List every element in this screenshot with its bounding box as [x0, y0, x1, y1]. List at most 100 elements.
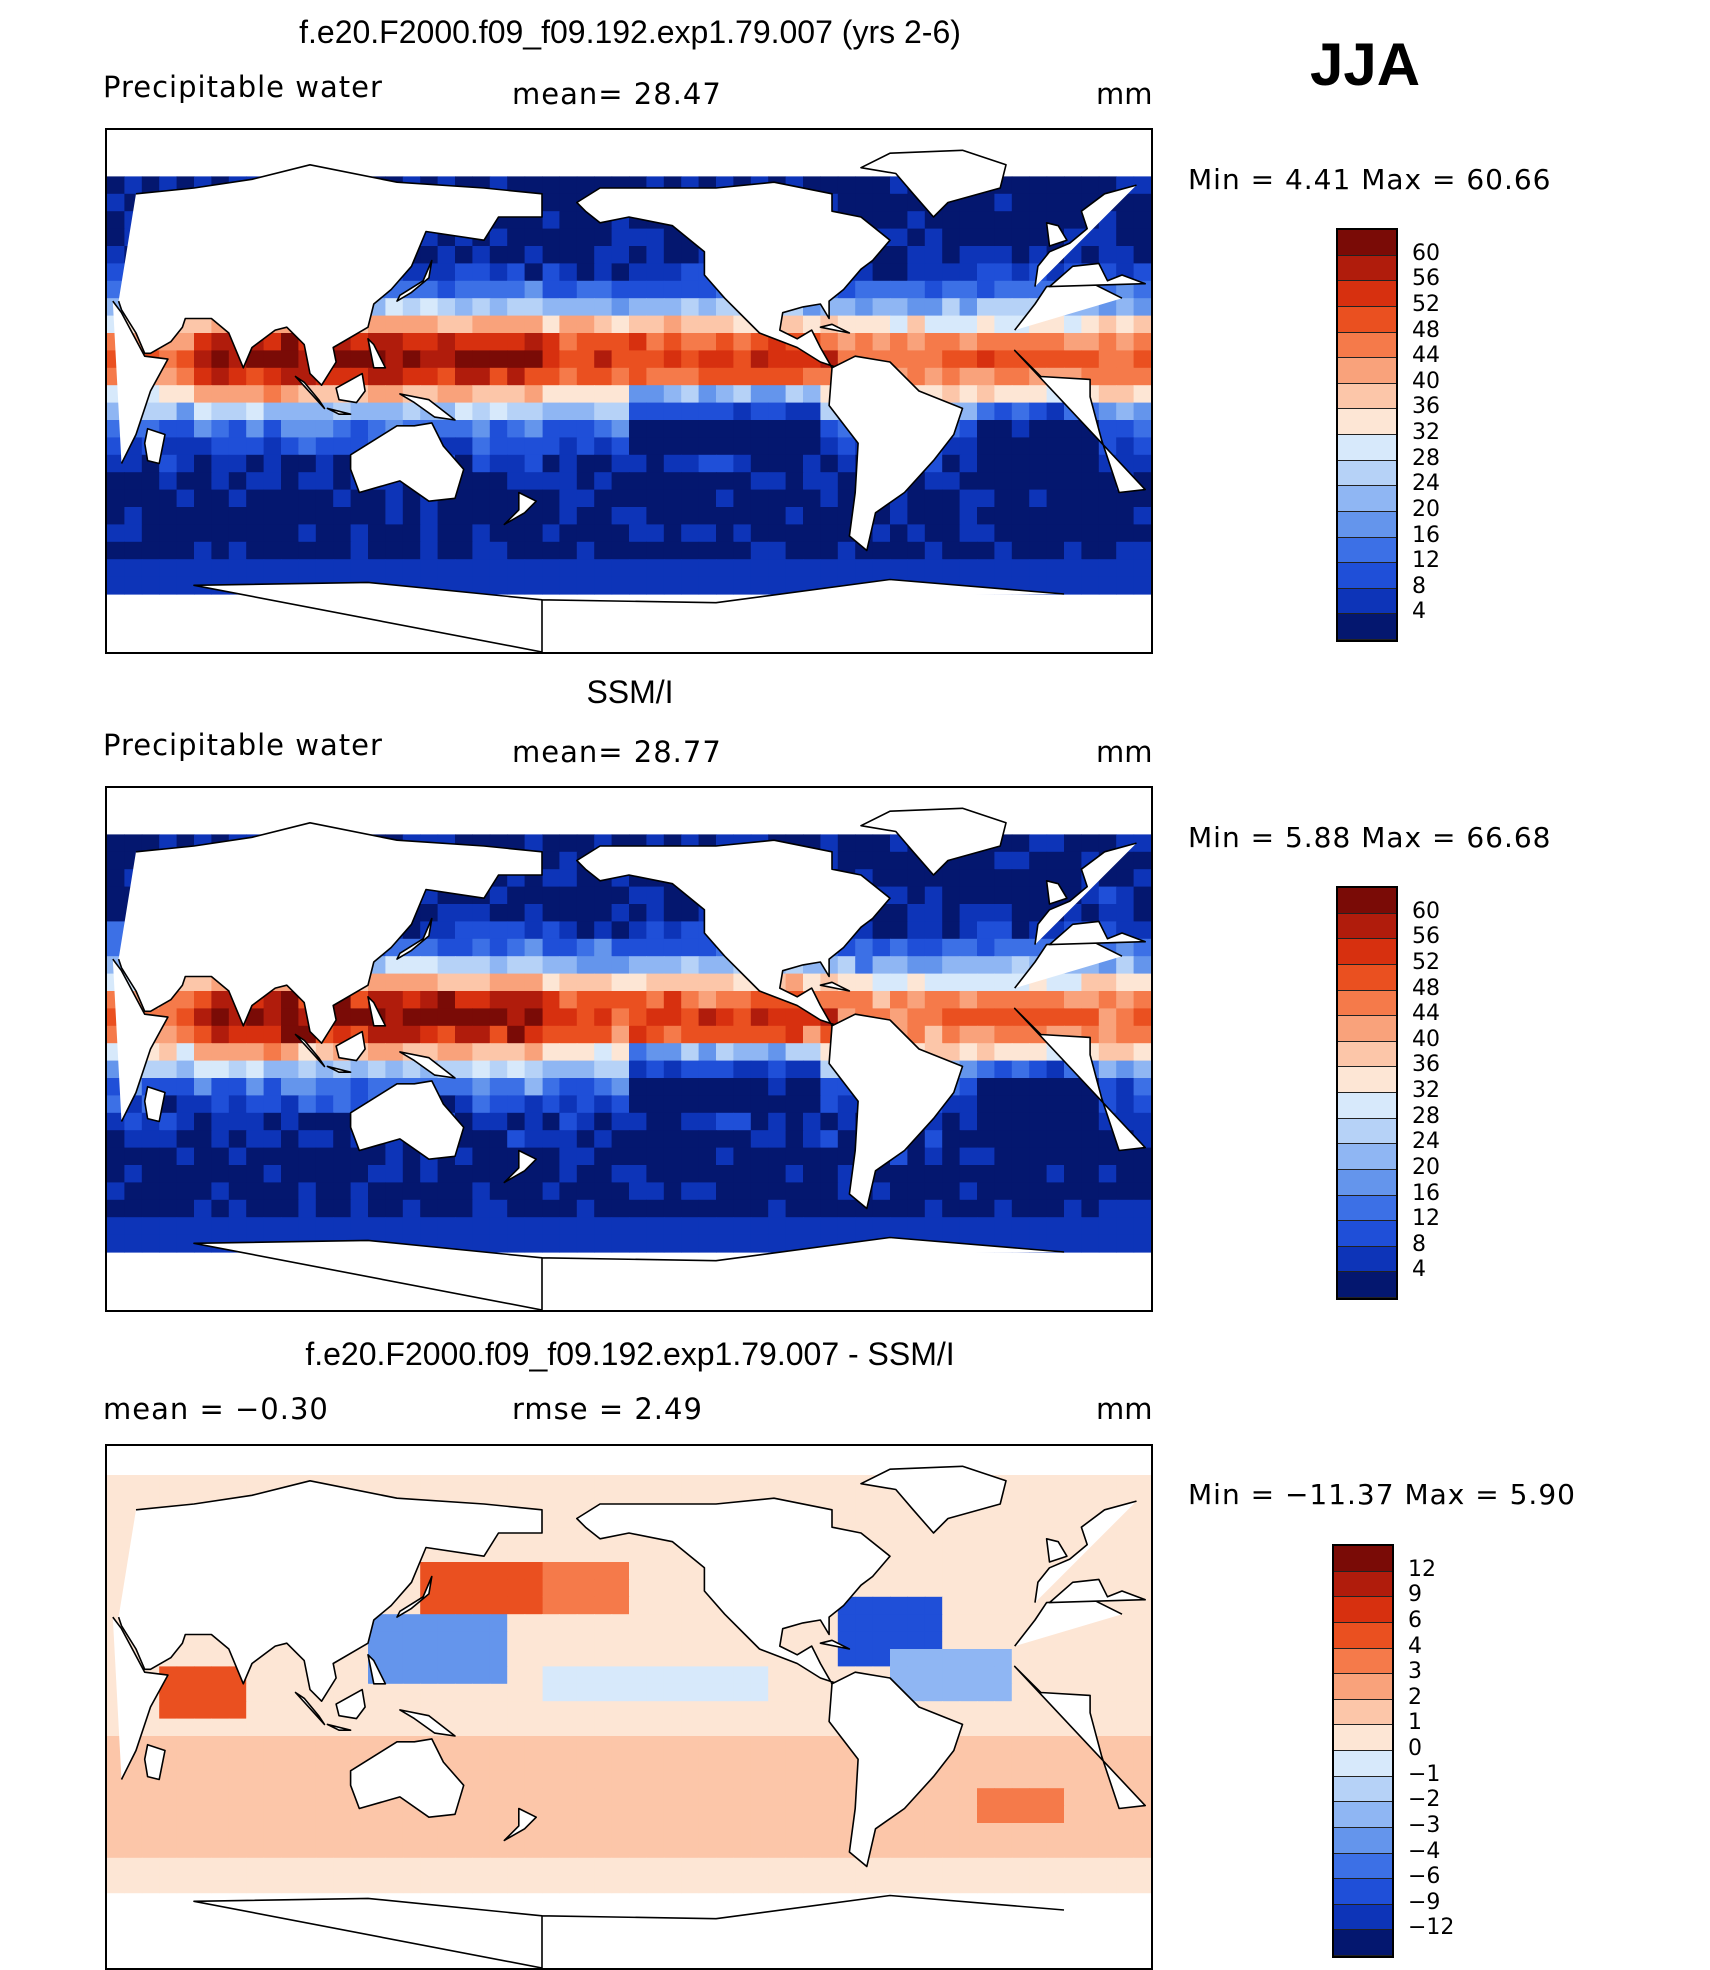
field-cell — [524, 280, 543, 299]
field-cell — [228, 1701, 247, 1720]
field-cell — [594, 1788, 613, 1807]
field-cell — [489, 472, 508, 491]
field-cell — [385, 1043, 404, 1062]
field-cell — [141, 1060, 160, 1079]
field-cell — [107, 524, 125, 543]
field-cell — [176, 507, 195, 525]
field-cell — [1064, 1112, 1082, 1131]
field-cell — [176, 1840, 195, 1859]
field-cell — [646, 1596, 665, 1615]
colorbar-tick-label: 3 — [1408, 1659, 1422, 1685]
field-cell — [994, 507, 1013, 525]
field-cell — [594, 1770, 613, 1789]
field-cell — [629, 1805, 647, 1824]
field-cell — [542, 1562, 560, 1580]
field-cell — [542, 1614, 560, 1633]
field-cell — [977, 489, 995, 508]
field-cell — [107, 1805, 125, 1824]
field-cell — [959, 559, 978, 578]
field-cell — [524, 956, 543, 975]
field-cell — [107, 541, 125, 560]
field-cell — [524, 402, 543, 421]
field-cell — [437, 1649, 456, 1667]
field-cell — [524, 298, 543, 317]
field-cell — [176, 1805, 195, 1824]
field-cell — [1064, 1649, 1082, 1667]
field-cell — [750, 1683, 769, 1702]
field-cell — [820, 1753, 839, 1772]
field-cell — [1046, 1736, 1065, 1754]
field-cell — [1011, 1165, 1030, 1183]
field-cell — [350, 1666, 369, 1685]
field-cell — [1098, 176, 1117, 195]
field-cell — [211, 1683, 230, 1702]
field-cell — [994, 1666, 1013, 1685]
field-cell — [333, 1112, 352, 1131]
field-cell — [924, 904, 943, 922]
field-cell — [455, 1718, 473, 1737]
field-cell — [576, 228, 595, 247]
field-cell — [159, 1823, 178, 1841]
field-cell — [1064, 211, 1082, 230]
field-cell — [194, 437, 212, 456]
field-cell — [211, 1736, 230, 1754]
field-cell — [507, 1112, 526, 1131]
field-cell — [907, 1666, 926, 1685]
field-cell — [263, 385, 282, 404]
field-cell — [176, 1701, 195, 1720]
colorbar-swatch — [1338, 537, 1396, 564]
field-cell — [1046, 1666, 1065, 1685]
continent-outline — [143, 1085, 166, 1123]
field-cell — [542, 246, 560, 264]
field-cell — [176, 576, 195, 595]
field-cell — [559, 298, 578, 317]
field-cell — [1098, 1857, 1117, 1876]
field-cell — [489, 1683, 508, 1702]
field-cell — [281, 1008, 299, 1027]
field-cell — [489, 559, 508, 578]
field-cell — [1011, 367, 1030, 386]
field-cell — [455, 938, 473, 957]
field-cell — [1133, 507, 1151, 525]
field-cell — [576, 1165, 595, 1183]
field-cell — [663, 1614, 682, 1633]
field-cell — [524, 1666, 543, 1685]
field-cell — [281, 541, 299, 560]
field-cell — [524, 991, 543, 1009]
field-cell — [1029, 1805, 1048, 1824]
field-cell — [872, 869, 891, 888]
field-cell — [959, 956, 978, 975]
field-cell — [1064, 1753, 1082, 1772]
field-cell — [611, 1840, 630, 1859]
field-cell — [542, 1008, 560, 1027]
field-cell — [698, 1112, 717, 1131]
field-cell — [663, 1544, 682, 1563]
field-cell — [1064, 1199, 1082, 1218]
field-cell — [1098, 246, 1117, 264]
coastlines — [112, 1465, 1146, 1968]
field-cell — [576, 315, 595, 334]
field-cell — [611, 1788, 630, 1807]
field-cell — [1133, 1840, 1151, 1859]
field-cell — [890, 228, 908, 247]
field-cell — [107, 1875, 125, 1894]
field-cell — [542, 315, 560, 334]
field-cell — [750, 1805, 769, 1824]
field-cell — [559, 576, 578, 595]
field-cell — [228, 1043, 247, 1062]
field-cell — [489, 1840, 508, 1859]
field-cell — [194, 1060, 212, 1079]
field-cell — [542, 211, 560, 230]
field-cell — [924, 1840, 943, 1859]
field-cell — [385, 385, 404, 404]
field-cell — [1081, 1770, 1100, 1789]
field-cell — [646, 1130, 665, 1149]
field-cell — [489, 991, 508, 1009]
field-cell — [524, 541, 543, 560]
field-cell — [176, 350, 195, 369]
field-cell — [716, 1112, 734, 1131]
field-cell — [559, 956, 578, 975]
field-cell — [959, 1840, 978, 1859]
field-cell — [542, 402, 560, 421]
field-cell — [1029, 1095, 1048, 1114]
